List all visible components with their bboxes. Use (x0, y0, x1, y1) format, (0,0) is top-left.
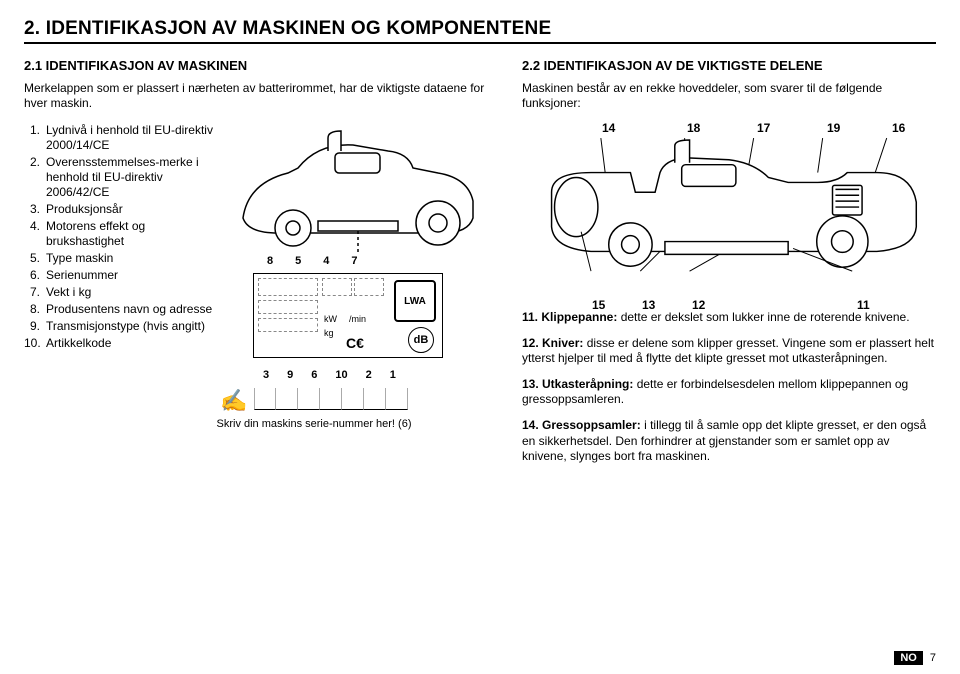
callout-number: 17 (757, 121, 770, 135)
list-item: 5.Type maskin (24, 251, 219, 266)
list-item: 8.Produsentens navn og adresse (24, 302, 219, 317)
ce-mark-icon: C€ (346, 335, 364, 351)
part-description: 12. Kniver: disse er delene som klipper … (522, 336, 936, 367)
serial-caption: Skriv din maskins serie-nummer her! (6) (134, 418, 494, 430)
callout-number: 13 (642, 298, 655, 312)
left-intro: Merkelappen som er plassert i nærheten a… (24, 81, 494, 111)
language-tag: NO (894, 651, 923, 665)
plate-num: 8 (267, 255, 273, 267)
db-icon: dB (408, 327, 434, 353)
list-item: 9.Transmisjonstype (hvis angitt) (24, 319, 219, 334)
plate-num: 6 (311, 369, 317, 381)
plate-num: 7 (351, 255, 357, 267)
serial-number-box: ✍ Skriv din maskins serie-nummer her! (6… (134, 388, 494, 430)
parts-descriptions: 11. Klippepanne: dette er dekslet som lu… (522, 310, 936, 465)
callout-number: 11 (857, 298, 870, 312)
page-footer: NO 7 (894, 652, 936, 664)
write-icon: ✍ (220, 388, 247, 414)
part-description: 14. Gressoppsamler: i tillegg til å saml… (522, 418, 936, 465)
left-subtitle: 2.1 IDENTIFIKASJON AV MASKINEN (24, 58, 494, 73)
page-number: 7 (930, 652, 936, 664)
plate-num: 9 (287, 369, 293, 381)
plate-min: /min (349, 314, 366, 324)
list-item: 10.Artikkelkode (24, 336, 219, 351)
list-item: 2.Overensstemmelses-merke i henhold til … (24, 155, 219, 200)
list-item: 4.Motorens effekt og brukshastighet (24, 219, 219, 249)
plate-kg: kg (324, 328, 334, 338)
left-column: 2.1 IDENTIFIKASJON AV MASKINEN Merkelapp… (24, 58, 494, 475)
callout-number: 18 (687, 121, 700, 135)
part-description: 11. Klippepanne: dette er dekslet som lu… (522, 310, 936, 326)
part-description: 13. Utkasteråpning: dette er forbindelse… (522, 377, 936, 408)
right-column: 2.2 IDENTIFIKASJON AV DE VIKTIGSTE DELEN… (522, 58, 936, 475)
callout-number: 12 (692, 298, 705, 312)
callout-number: 14 (602, 121, 615, 135)
mower-side-diagram: 14 18 17 19 16 (522, 123, 936, 298)
plate-num: 2 (366, 369, 372, 381)
callout-number: 15 (592, 298, 605, 312)
left-figure: 8 5 4 7 kW /min kg LWA dB C€ (233, 123, 494, 358)
plate-num: 3 (263, 369, 269, 381)
mower-front-diagram (233, 123, 483, 253)
right-intro: Maskinen består av en rekke hoveddeler, … (522, 81, 936, 111)
plate-num: 10 (335, 369, 347, 381)
plate-kw: kW (324, 314, 337, 324)
plate-num: 1 (390, 369, 396, 381)
callout-number: 19 (827, 121, 840, 135)
serial-slots (254, 388, 408, 410)
plate-num: 4 (323, 255, 329, 267)
right-subtitle: 2.2 IDENTIFIKASJON AV DE VIKTIGSTE DELEN… (522, 58, 936, 73)
lwa-icon: LWA (394, 280, 436, 322)
plate-num: 5 (295, 255, 301, 267)
list-item: 3.Produksjonsår (24, 202, 219, 217)
list-item: 6.Serienummer (24, 268, 219, 283)
list-item: 7.Vekt i kg (24, 285, 219, 300)
identification-plate: kW /min kg LWA dB C€ (253, 273, 443, 358)
list-item: 1.Lydnivå i henhold til EU-direktiv 2000… (24, 123, 219, 153)
callout-number: 16 (892, 121, 905, 135)
identification-list: 1.Lydnivå i henhold til EU-direktiv 2000… (24, 123, 219, 358)
page-title: 2. IDENTIFIKASJON AV MASKINEN OG KOMPONE… (24, 18, 936, 44)
